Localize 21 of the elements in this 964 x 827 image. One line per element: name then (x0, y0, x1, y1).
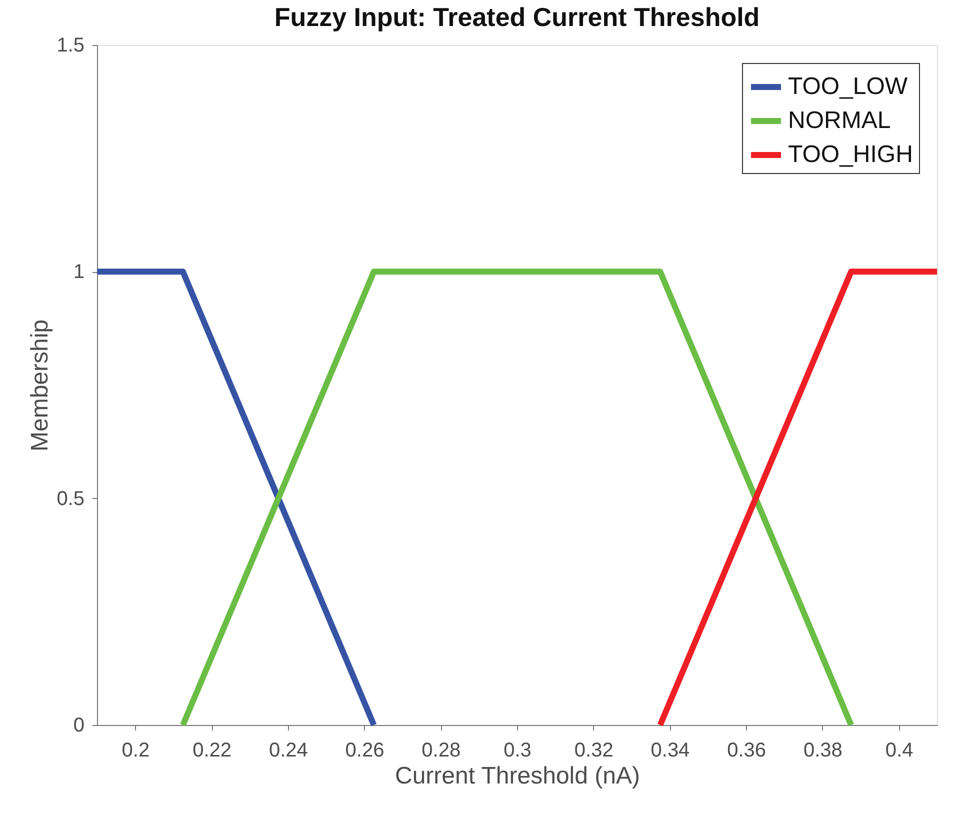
legend-label: NORMAL (788, 107, 891, 134)
x-tick-label: 0.32 (574, 740, 614, 762)
x-tick-label: 0.36 (727, 740, 766, 762)
x-tick-label: 0.3 (504, 740, 532, 762)
x-tick-label: 0.38 (803, 740, 842, 762)
x-axis-title: Current Threshold (nA) (395, 762, 640, 790)
chart-title: Fuzzy Input: Treated Current Threshold (274, 2, 760, 32)
x-tick-label: 0.26 (345, 740, 384, 762)
x-tick-label: 0.22 (192, 740, 232, 762)
legend-label: TOO_HIGH (788, 141, 913, 168)
y-tick-label: 0.5 (56, 488, 84, 510)
legend-label: TOO_LOW (788, 73, 908, 100)
x-tick-label: 0.34 (650, 740, 690, 762)
x-tick-label: 0.24 (268, 740, 308, 762)
x-tick-label: 0.2 (122, 740, 150, 762)
y-axis-title: Membership (26, 319, 54, 452)
x-tick-label: 0.28 (422, 740, 461, 762)
x-tick-label: 0.4 (885, 740, 914, 762)
y-tick-label: 1.5 (56, 34, 84, 56)
y-tick-label: 0 (73, 714, 84, 736)
y-tick-label: 1 (73, 261, 84, 284)
